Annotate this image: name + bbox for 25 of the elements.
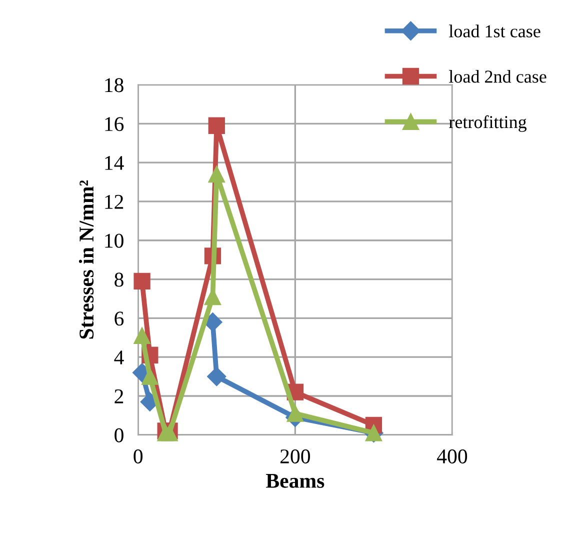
y-tick-label: 4 <box>114 350 124 364</box>
y-tick-label: 2 <box>114 389 124 404</box>
y-tick-label: 0 <box>114 428 124 442</box>
point <box>208 166 225 183</box>
y-tick-label: 12 <box>105 194 124 209</box>
y-tick-label: 16 <box>105 117 124 132</box>
legend-label: load 2nd case <box>449 70 546 83</box>
y-tick-label: 6 <box>114 312 124 326</box>
point <box>286 405 304 422</box>
x-tick-label: 200 <box>280 449 310 464</box>
legend-label: load 1st case <box>449 24 540 38</box>
y-tick-label: 18 <box>105 78 124 92</box>
x-tick-label: 0 <box>134 449 143 464</box>
point <box>208 117 225 134</box>
x-axis-title: Beams <box>266 474 324 488</box>
y-tick-label: 14 <box>105 156 124 170</box>
point <box>134 272 150 290</box>
legend-label: retrofitting <box>449 115 527 132</box>
y-axis-title: Stresses in N/mm² <box>78 180 94 339</box>
y-tick-label: 8 <box>114 272 124 287</box>
x-tick-label: 400 <box>437 449 468 464</box>
y-tick-label: 10 <box>105 234 124 248</box>
point <box>134 327 150 344</box>
point <box>142 368 158 385</box>
point <box>207 367 226 386</box>
